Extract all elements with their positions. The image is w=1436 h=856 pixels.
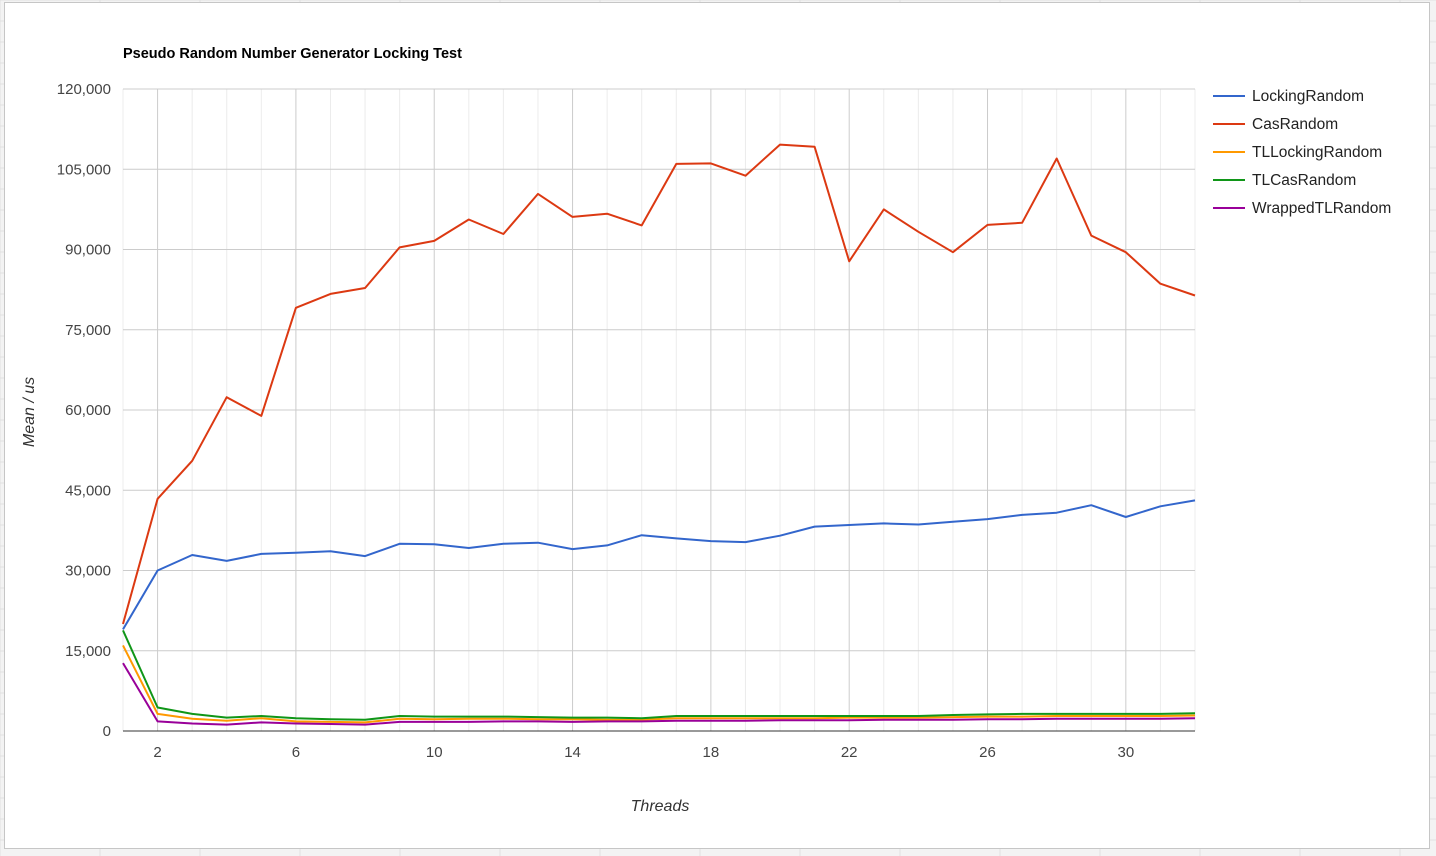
series-line-casrandom[interactable] bbox=[122, 143, 1196, 625]
x-tick-label: 22 bbox=[841, 744, 858, 761]
x-axis-title: Threads bbox=[631, 798, 690, 815]
y-tick-label: 90,000 bbox=[65, 242, 111, 259]
y-tick-label: 45,000 bbox=[65, 482, 111, 499]
legend-label: WrappedTLRandom bbox=[1252, 200, 1391, 217]
chart-gridlines bbox=[122, 88, 1196, 731]
x-tick-label: 30 bbox=[1117, 744, 1134, 761]
y-tick-label: 0 bbox=[103, 723, 111, 740]
series-line-wrappedtlrandom[interactable] bbox=[122, 662, 1196, 726]
legend-label: TLCasRandom bbox=[1252, 172, 1356, 189]
x-tick-label: 10 bbox=[426, 744, 443, 761]
y-axis-title: Mean / us bbox=[21, 377, 38, 447]
x-tick-label: 2 bbox=[153, 744, 161, 761]
legend-item-tlcasrandom[interactable]: TLCasRandom bbox=[1213, 172, 1356, 189]
y-tick-label: 105,000 bbox=[57, 161, 111, 178]
chart-series bbox=[122, 143, 1196, 726]
y-tick-label: 120,000 bbox=[57, 81, 111, 98]
x-tick-label: 26 bbox=[979, 744, 996, 761]
y-tick-label: 15,000 bbox=[65, 643, 111, 660]
chart-legend: LockingRandom CasRandom TLLockingRandom TLC… bbox=[1213, 88, 1391, 217]
y-tick-label: 75,000 bbox=[65, 322, 111, 339]
x-tick-label: 6 bbox=[292, 744, 300, 761]
legend-item-casrandom[interactable]: CasRandom bbox=[1213, 116, 1338, 133]
y-tick-label: 30,000 bbox=[65, 563, 111, 580]
chart-title: Pseudo Random Number Generator Locking T… bbox=[123, 46, 462, 62]
x-tick-label: 14 bbox=[564, 744, 581, 761]
chart-axes: 0 15,000 30,000 45,000 60,000 75,000 90,000 105… bbox=[57, 81, 1195, 761]
y-tick-label: 60,000 bbox=[65, 402, 111, 419]
legend-item-tllockingrandom[interactable]: TLLockingRandom bbox=[1213, 144, 1382, 161]
x-tick-label: 18 bbox=[703, 744, 720, 761]
legend-item-lockingrandom[interactable]: LockingRandom bbox=[1213, 88, 1364, 105]
series-line-tlcasrandom[interactable] bbox=[122, 629, 1196, 721]
legend-label: LockingRandom bbox=[1252, 88, 1364, 105]
legend-label: CasRandom bbox=[1252, 116, 1338, 133]
legend-label: TLLockingRandom bbox=[1252, 144, 1382, 161]
chart-container[interactable]: Pseudo Random Number Generator Locking T… bbox=[4, 2, 1430, 849]
legend-item-wrappedtlrandom[interactable]: WrappedTLRandom bbox=[1213, 200, 1391, 217]
series-line-lockingrandom[interactable] bbox=[122, 499, 1196, 630]
series-line-tllockingrandom[interactable] bbox=[122, 644, 1196, 724]
line-chart: Pseudo Random Number Generator Locking T… bbox=[21, 46, 1391, 815]
